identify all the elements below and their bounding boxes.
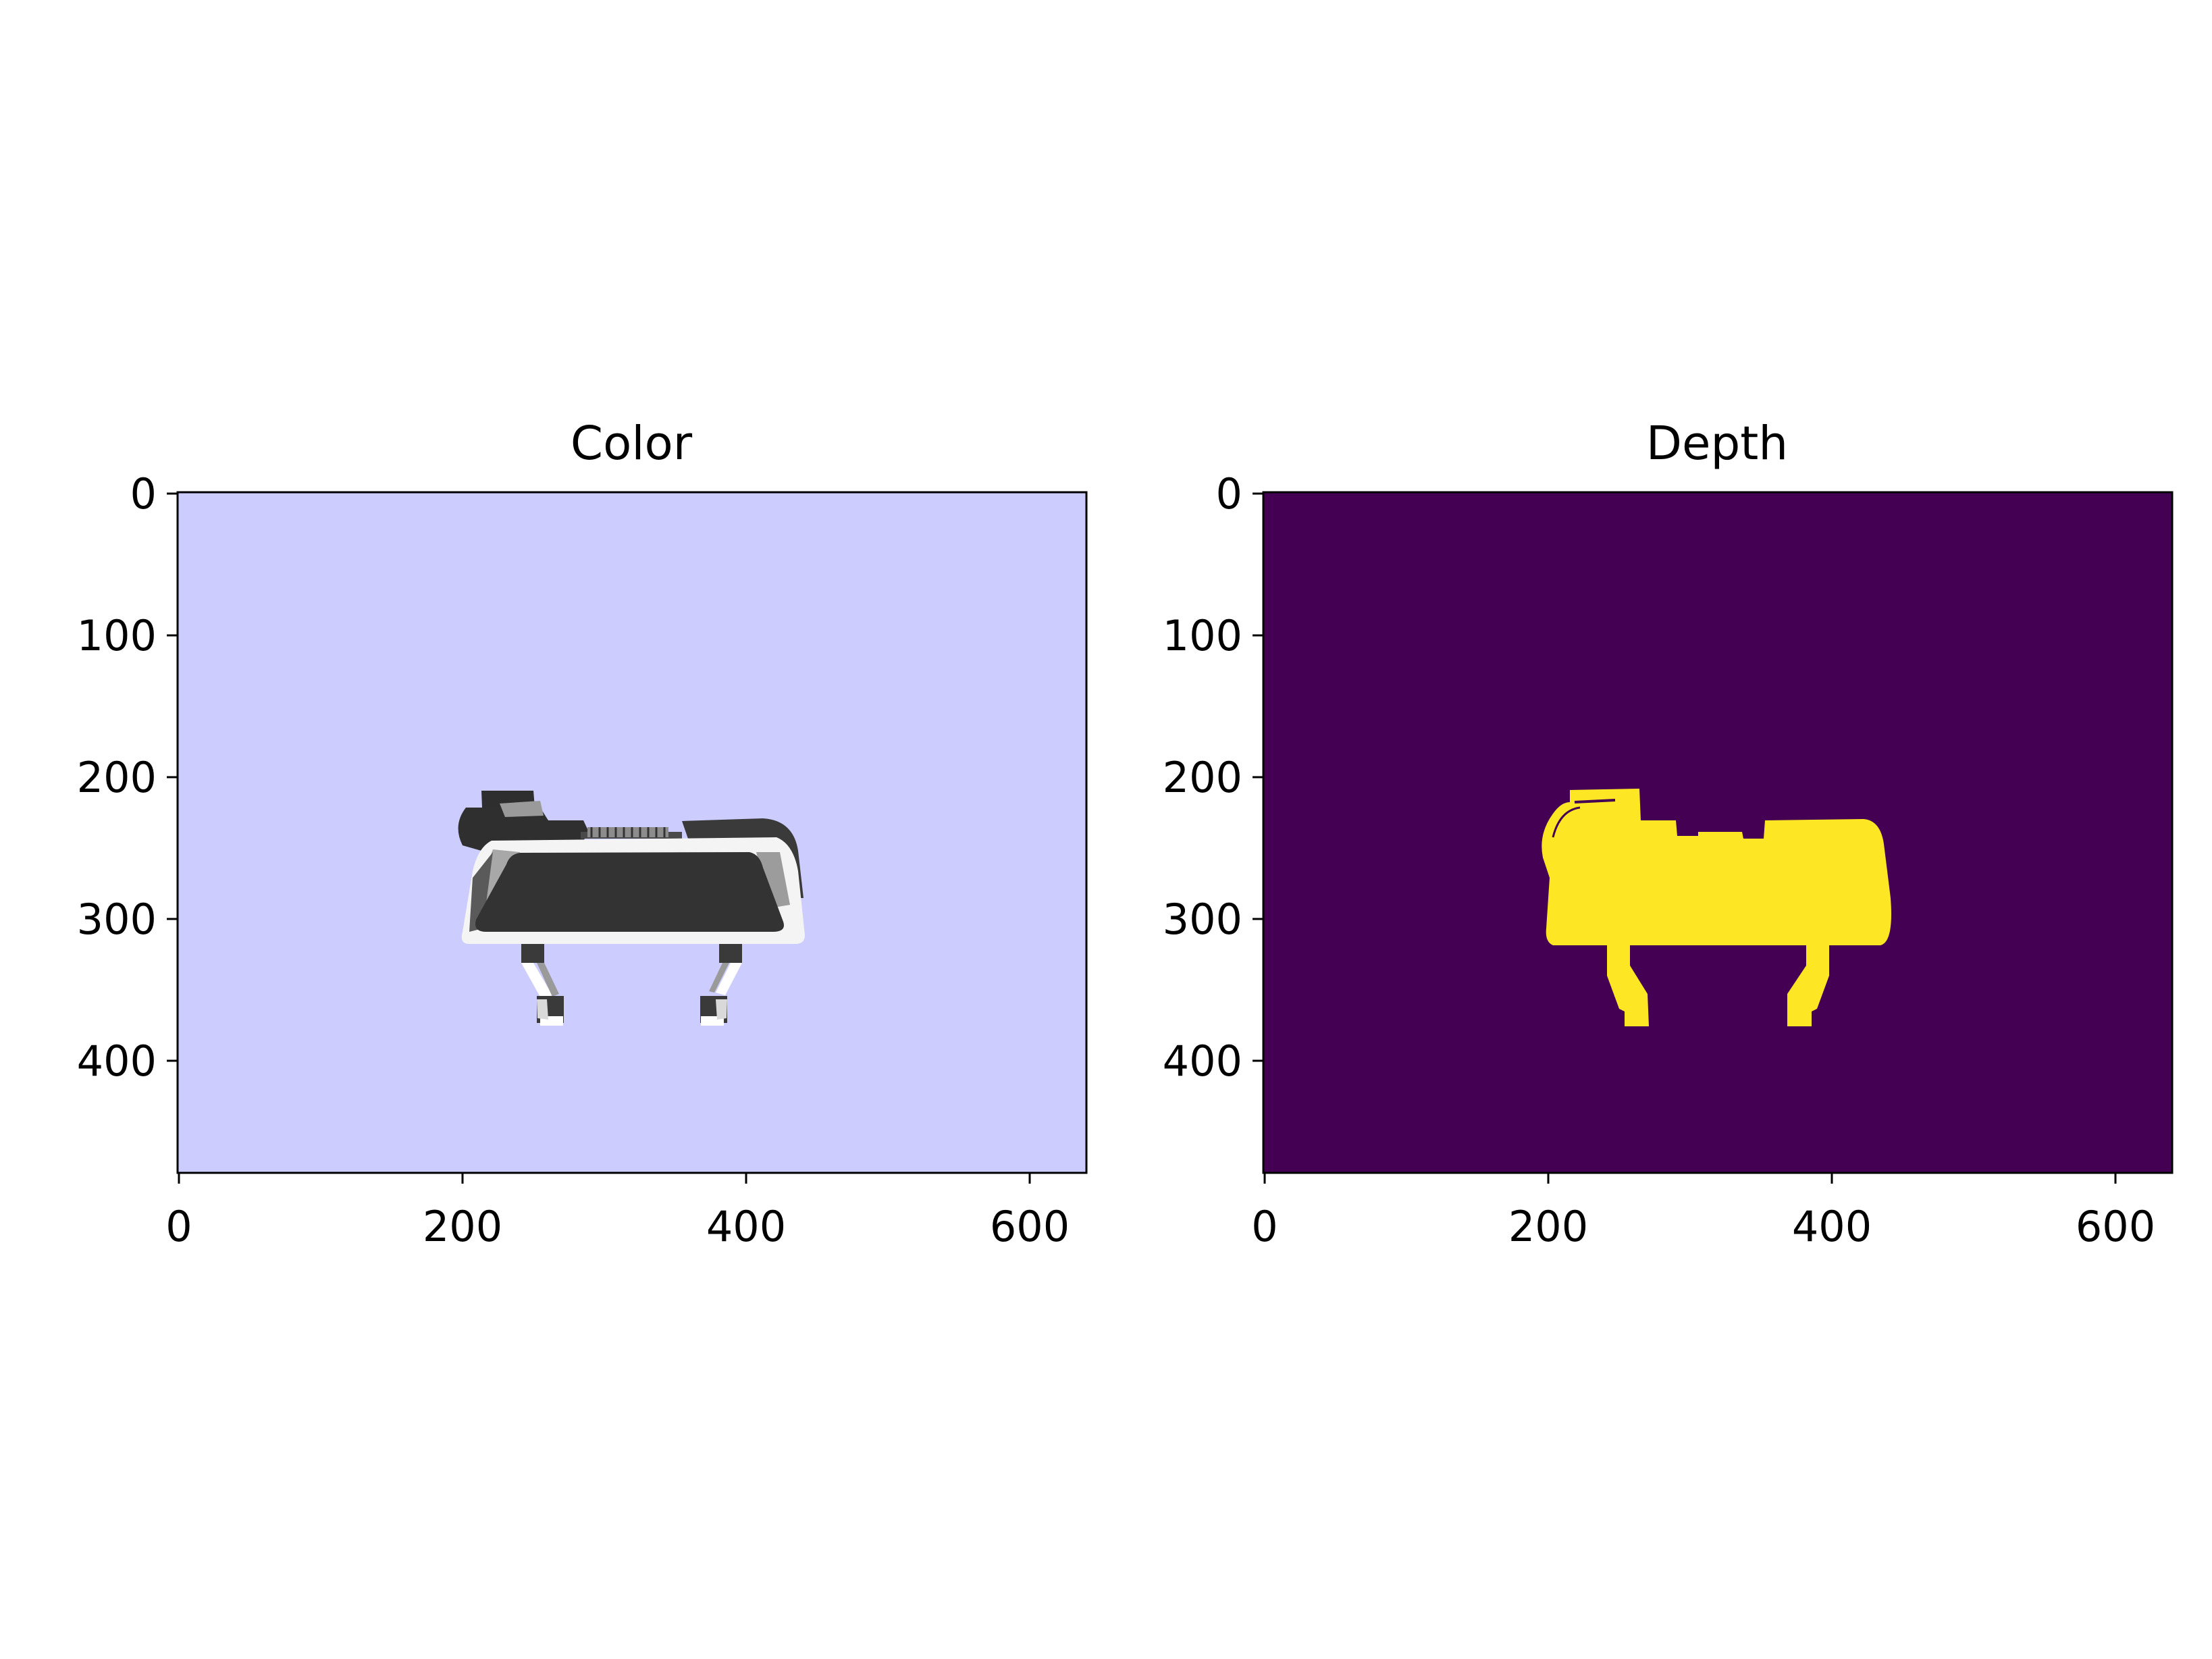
rendered-object <box>458 791 805 1026</box>
y-axis <box>167 492 178 1062</box>
x-tick-label: 400 <box>706 1202 786 1251</box>
y-tick-label: 200 <box>1163 753 1242 802</box>
depth-silhouette <box>1542 789 1891 1026</box>
x-axis <box>1263 1173 2117 1184</box>
x-tick-label: 0 <box>1251 1202 1278 1251</box>
y-tick-label: 200 <box>77 753 157 802</box>
object-left-leg <box>521 944 564 1026</box>
y-tick-label: 300 <box>77 895 157 944</box>
y-tick-label: 0 <box>1216 469 1242 519</box>
axes-frame <box>176 491 1088 1174</box>
x-tick-label: 600 <box>990 1202 1070 1251</box>
object-right-leg <box>700 944 742 1026</box>
panel-title: Depth <box>1646 417 1788 471</box>
axes-frame <box>1262 491 2174 1174</box>
y-axis <box>1253 492 1263 1062</box>
x-tick-label: 600 <box>2076 1202 2155 1251</box>
depth-panel: Depth 0 100 200 300 400 <box>1163 417 2174 1251</box>
x-tick-label: 200 <box>423 1202 502 1251</box>
y-tick-label: 100 <box>1163 611 1242 660</box>
panel-title: Color <box>571 417 693 471</box>
y-tick-label: 0 <box>130 469 157 519</box>
y-tick-label: 100 <box>77 611 157 660</box>
color-panel: Color <box>77 417 1088 1251</box>
object-screen <box>475 852 784 932</box>
y-tick-label: 400 <box>77 1036 157 1086</box>
x-tick-label: 400 <box>1792 1202 1872 1251</box>
y-tick-label: 400 <box>1163 1036 1242 1086</box>
x-tick-label: 200 <box>1508 1202 1588 1251</box>
x-tick-label: 0 <box>165 1202 192 1251</box>
y-tick-label: 300 <box>1163 895 1242 944</box>
x-axis <box>178 1173 1031 1184</box>
